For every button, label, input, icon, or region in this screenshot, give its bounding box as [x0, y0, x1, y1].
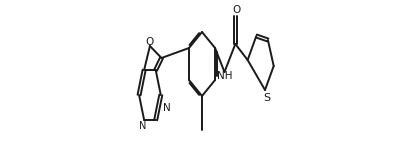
- Text: NH: NH: [217, 71, 233, 81]
- Text: O: O: [232, 5, 240, 15]
- Text: N: N: [163, 103, 171, 113]
- Text: N: N: [139, 121, 147, 131]
- Text: S: S: [264, 93, 271, 103]
- Text: O: O: [145, 37, 153, 47]
